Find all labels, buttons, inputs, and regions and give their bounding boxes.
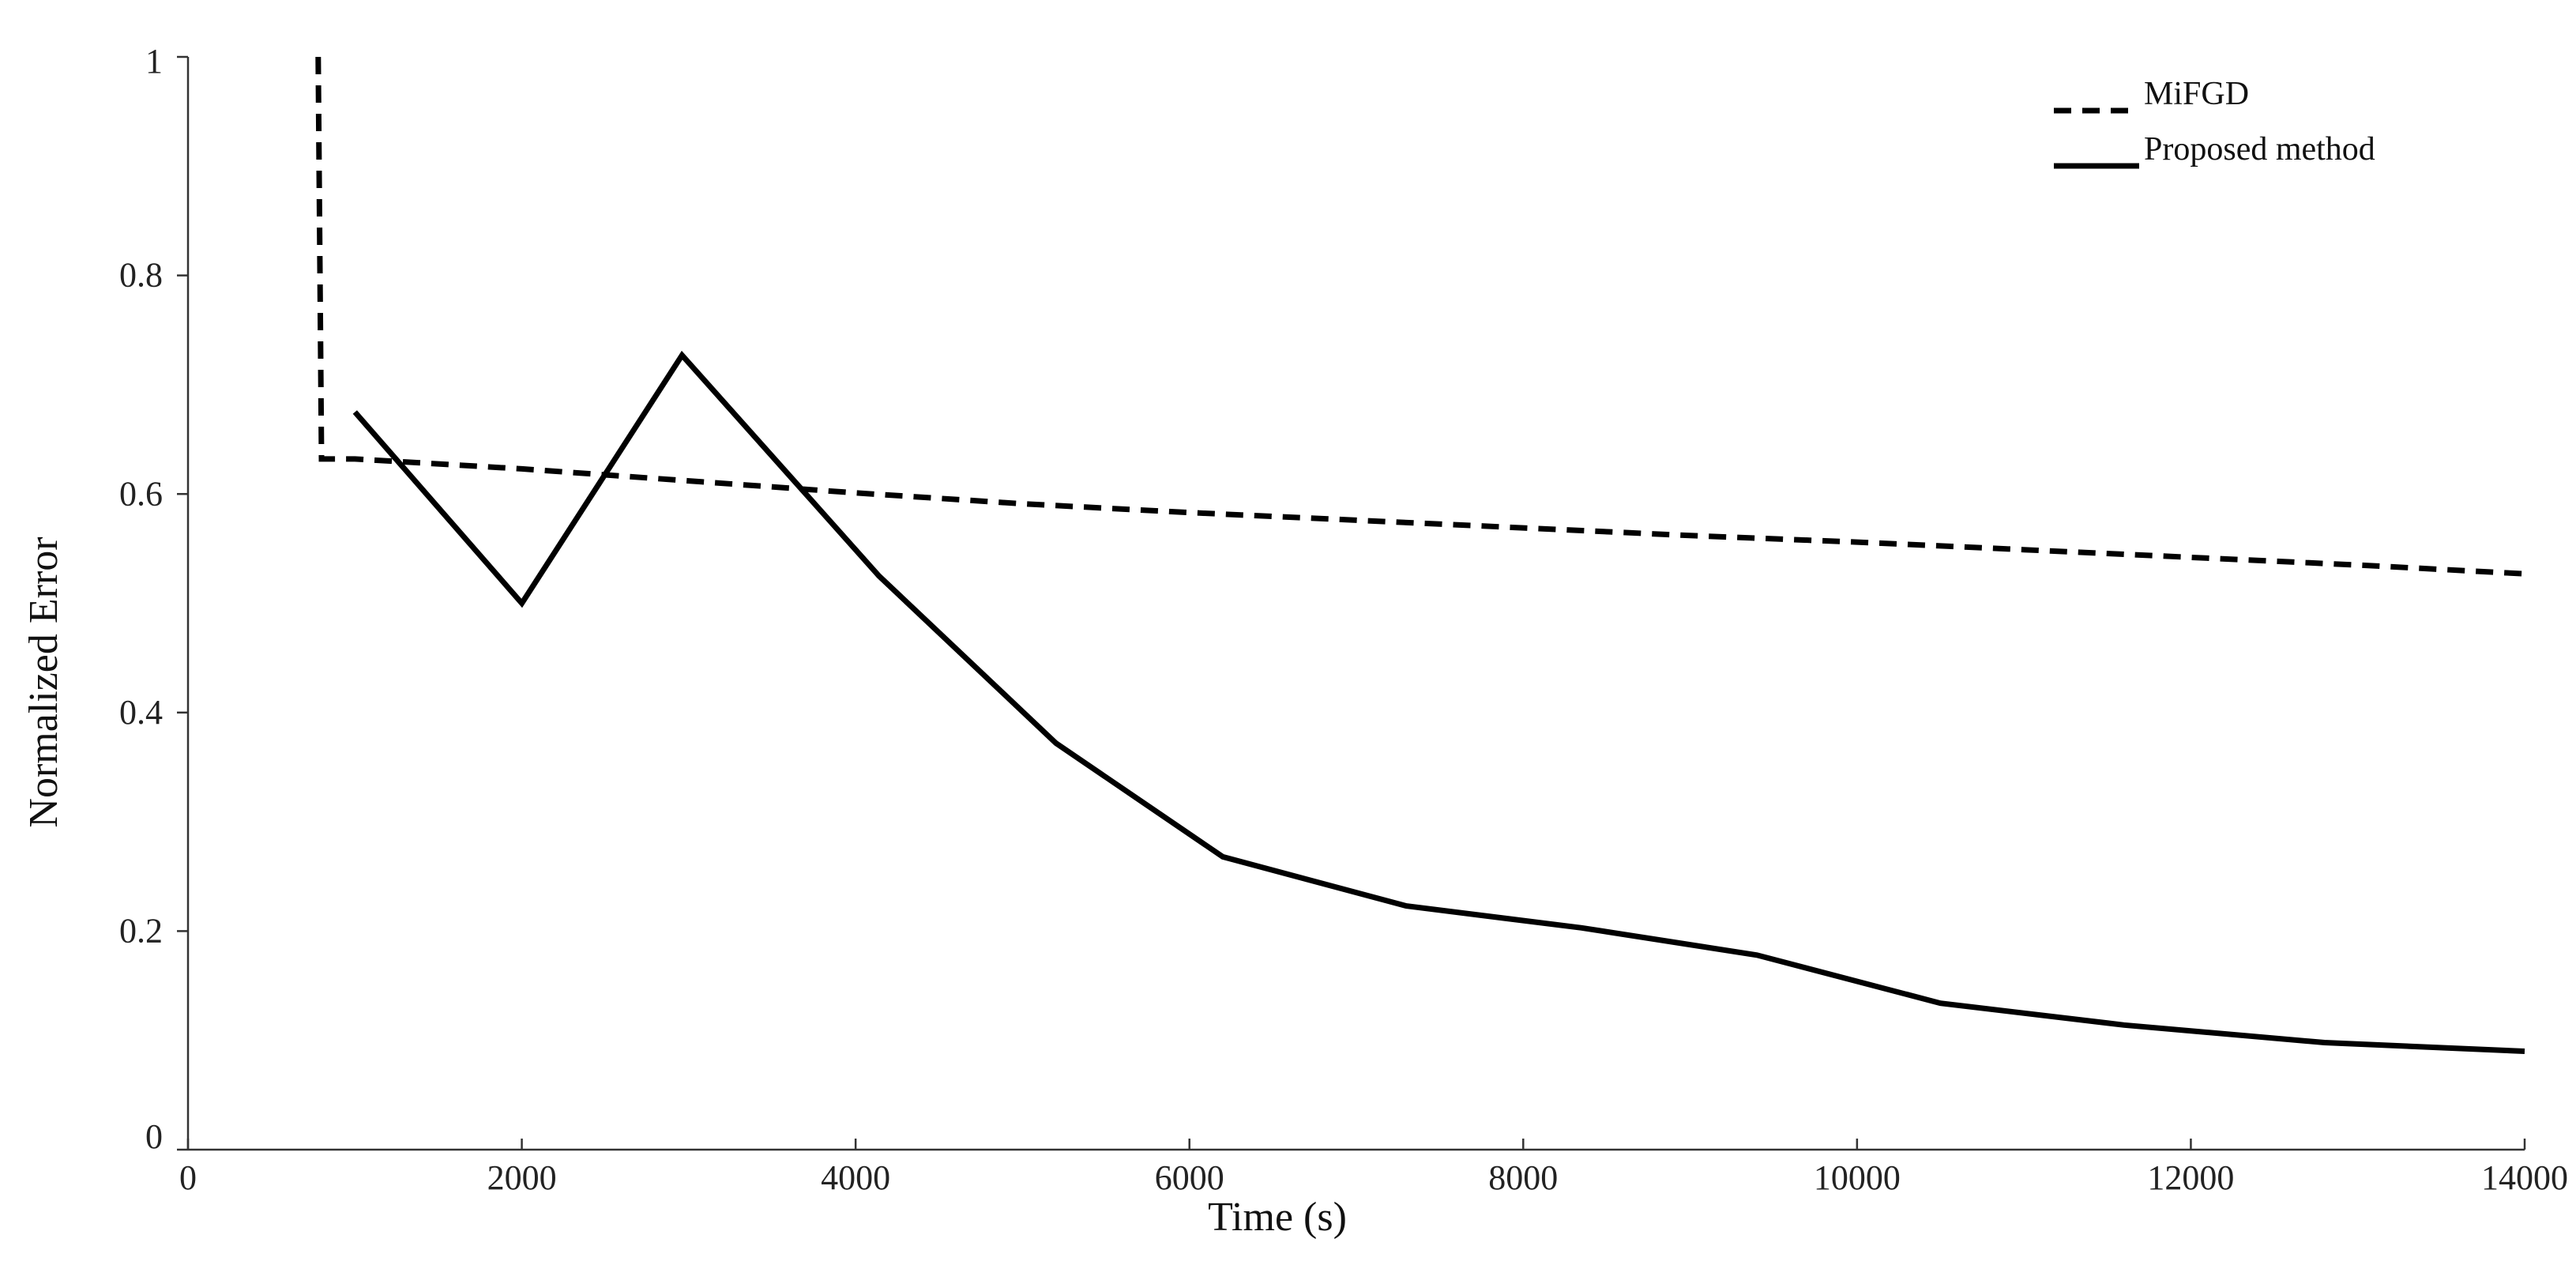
x-tick-label: 10000 — [1814, 1158, 1901, 1197]
x-axis-title: Time (s) — [1208, 1195, 1347, 1240]
x-tick-label: 14000 — [2481, 1158, 2568, 1197]
axes — [186, 57, 2525, 1151]
legend-label-proposed: Proposed method — [2144, 131, 2375, 168]
x-tick-label: 12000 — [2147, 1158, 2234, 1197]
x-tick-label: 2000 — [487, 1158, 557, 1197]
x-tick-label: 0 — [179, 1158, 197, 1197]
y-tick-label: 0.2 — [119, 911, 163, 950]
x-tick-label: 6000 — [1155, 1158, 1224, 1197]
y-tick-label: 0 — [145, 1117, 163, 1156]
y-ticks: 0 0.2 0.4 0.6 0.8 1 — [119, 42, 188, 1156]
legend-label-mifgd: MiFGD — [2144, 76, 2249, 112]
y-tick-label: 1 — [145, 42, 163, 81]
y-axis-title: Normalized Error — [21, 536, 66, 827]
series-proposed-line — [352, 350, 2525, 1054]
x-tick-label: 4000 — [821, 1158, 890, 1197]
x-tick-label: 8000 — [1488, 1158, 1558, 1197]
legend: MiFGD Proposed method — [2054, 76, 2375, 169]
series-mifgd-line — [315, 56, 2525, 577]
y-tick-label: 0.4 — [119, 693, 163, 732]
series-layer — [315, 56, 2525, 1054]
x-ticks: 0 2000 4000 6000 8000 10000 12000 14000 — [179, 1139, 2568, 1197]
y-tick-label: 0.8 — [119, 256, 163, 295]
y-tick-label: 0.6 — [119, 474, 163, 513]
